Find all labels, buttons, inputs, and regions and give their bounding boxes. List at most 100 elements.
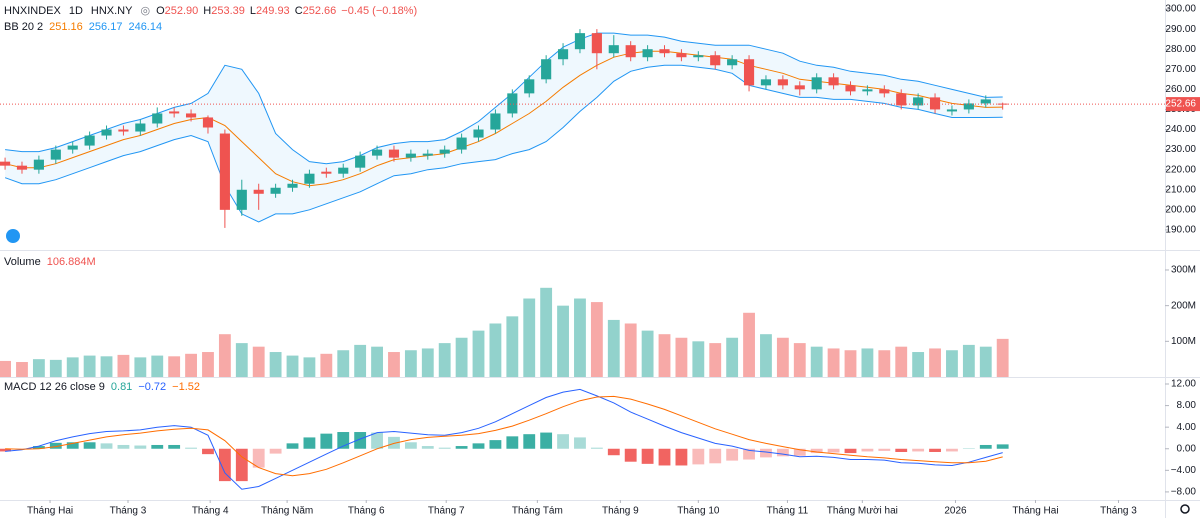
histogram-bar	[692, 448, 705, 465]
logo-icon[interactable]	[6, 229, 20, 243]
y-tick-label: 290.00	[1165, 24, 1196, 35]
ohlc-value: 252.90	[165, 5, 199, 17]
y-tick-label: 220.00	[1165, 164, 1196, 175]
candle-body	[557, 49, 569, 60]
candle-body	[169, 111, 180, 114]
histogram-bar	[371, 432, 383, 449]
x-tick-label: Tháng Năm	[261, 506, 313, 517]
candle-body	[321, 171, 332, 174]
x-tick-label: Tháng Hai	[27, 506, 73, 517]
signal-line	[5, 395, 1003, 477]
volume-bar	[489, 323, 502, 377]
volume-bar	[49, 359, 62, 377]
histogram-bar	[675, 448, 688, 466]
volume-bar	[979, 346, 992, 377]
candle-body	[727, 59, 738, 66]
volume-bar	[675, 337, 688, 377]
histogram-bar	[962, 448, 975, 449]
volume-bar	[337, 350, 350, 377]
last-price-tag	[1166, 97, 1200, 112]
candle-body	[118, 129, 129, 132]
histogram-bar	[523, 434, 536, 449]
volume-bar	[861, 348, 874, 377]
candle-body	[929, 97, 941, 110]
candle-body	[287, 183, 298, 188]
interval: 1D	[69, 5, 83, 17]
volume-bar	[895, 346, 908, 377]
histogram-bar	[438, 447, 451, 449]
histogram-bar	[844, 448, 857, 454]
histogram-bar	[979, 444, 992, 449]
x-tick-label: Tháng Mười hai	[827, 506, 898, 517]
y-tick-label: 260.00	[1165, 84, 1196, 95]
candle-body	[304, 173, 315, 184]
settings-icon[interactable]	[1180, 504, 1190, 514]
histogram-bar	[878, 448, 891, 451]
histogram-bar	[337, 432, 350, 449]
candle-body	[963, 103, 974, 110]
volume-bar	[0, 360, 11, 377]
volume-bar	[743, 312, 755, 377]
x-tick-label: Tháng 11	[767, 506, 809, 517]
volume-bar	[269, 352, 282, 377]
candle-body	[541, 59, 552, 80]
volume-bar	[354, 344, 367, 377]
candle-body	[659, 49, 670, 54]
volume-title: Volume	[4, 256, 41, 268]
x-tick-label: Tháng 7	[428, 506, 465, 517]
y-tick-label: −8.00	[1171, 487, 1197, 498]
volume-bar	[100, 356, 113, 377]
macd-title: MACD 12 26 close 9	[4, 381, 105, 393]
volume-bar	[929, 348, 941, 377]
y-tick-label: 190.00	[1165, 225, 1196, 236]
candle-body	[185, 113, 197, 118]
volume-bar	[455, 337, 468, 377]
histogram-bar	[489, 440, 502, 449]
histogram-bar	[472, 443, 485, 449]
volume-bar	[371, 346, 383, 377]
histogram-bar	[776, 448, 789, 457]
volume-value: 106.884M	[47, 256, 96, 268]
volume-bar	[590, 302, 603, 377]
candle-body	[67, 145, 78, 150]
volume-bar	[252, 346, 265, 377]
y-tick-label: 100M	[1171, 336, 1196, 347]
histogram-bar	[540, 432, 553, 449]
candle-body	[16, 165, 28, 170]
macd-value: 0.81	[111, 381, 132, 393]
candle-body	[862, 89, 873, 92]
x-tick-label: Tháng 6	[348, 506, 385, 517]
histogram-bar	[235, 448, 248, 482]
candle-body	[591, 33, 602, 54]
x-tick-label: Tháng 4	[192, 506, 229, 517]
candle-body	[253, 189, 264, 194]
histogram-bar	[709, 448, 722, 464]
volume-bar	[726, 337, 739, 377]
histogram-bar	[912, 448, 925, 452]
macd-line	[5, 388, 1003, 490]
candle-body	[0, 161, 11, 166]
ohlc-key: C	[295, 5, 303, 17]
volume-bar	[438, 343, 451, 377]
histogram-bar	[134, 445, 147, 449]
histogram-bar	[83, 442, 96, 449]
macd-value: −1.52	[172, 381, 200, 393]
volume-bar	[844, 350, 857, 377]
exchange: HNX.NY	[91, 5, 133, 17]
candle-body	[219, 133, 230, 210]
histogram-bar	[32, 446, 45, 449]
y-tick-label: 8.00	[1177, 400, 1197, 411]
histogram-bar	[743, 448, 755, 460]
histogram-bar	[996, 444, 1009, 449]
candle-body	[760, 79, 772, 86]
histogram-bar	[421, 446, 434, 449]
candle-body	[388, 149, 400, 158]
y-tick-label: 12.00	[1171, 379, 1196, 390]
y-tick-label: 230.00	[1165, 144, 1196, 155]
volume-bar	[827, 348, 840, 377]
bb-lower-value: 246.14	[128, 21, 162, 33]
candle-body	[439, 149, 450, 154]
volume-bar	[574, 298, 586, 377]
volume-bar	[776, 337, 789, 377]
